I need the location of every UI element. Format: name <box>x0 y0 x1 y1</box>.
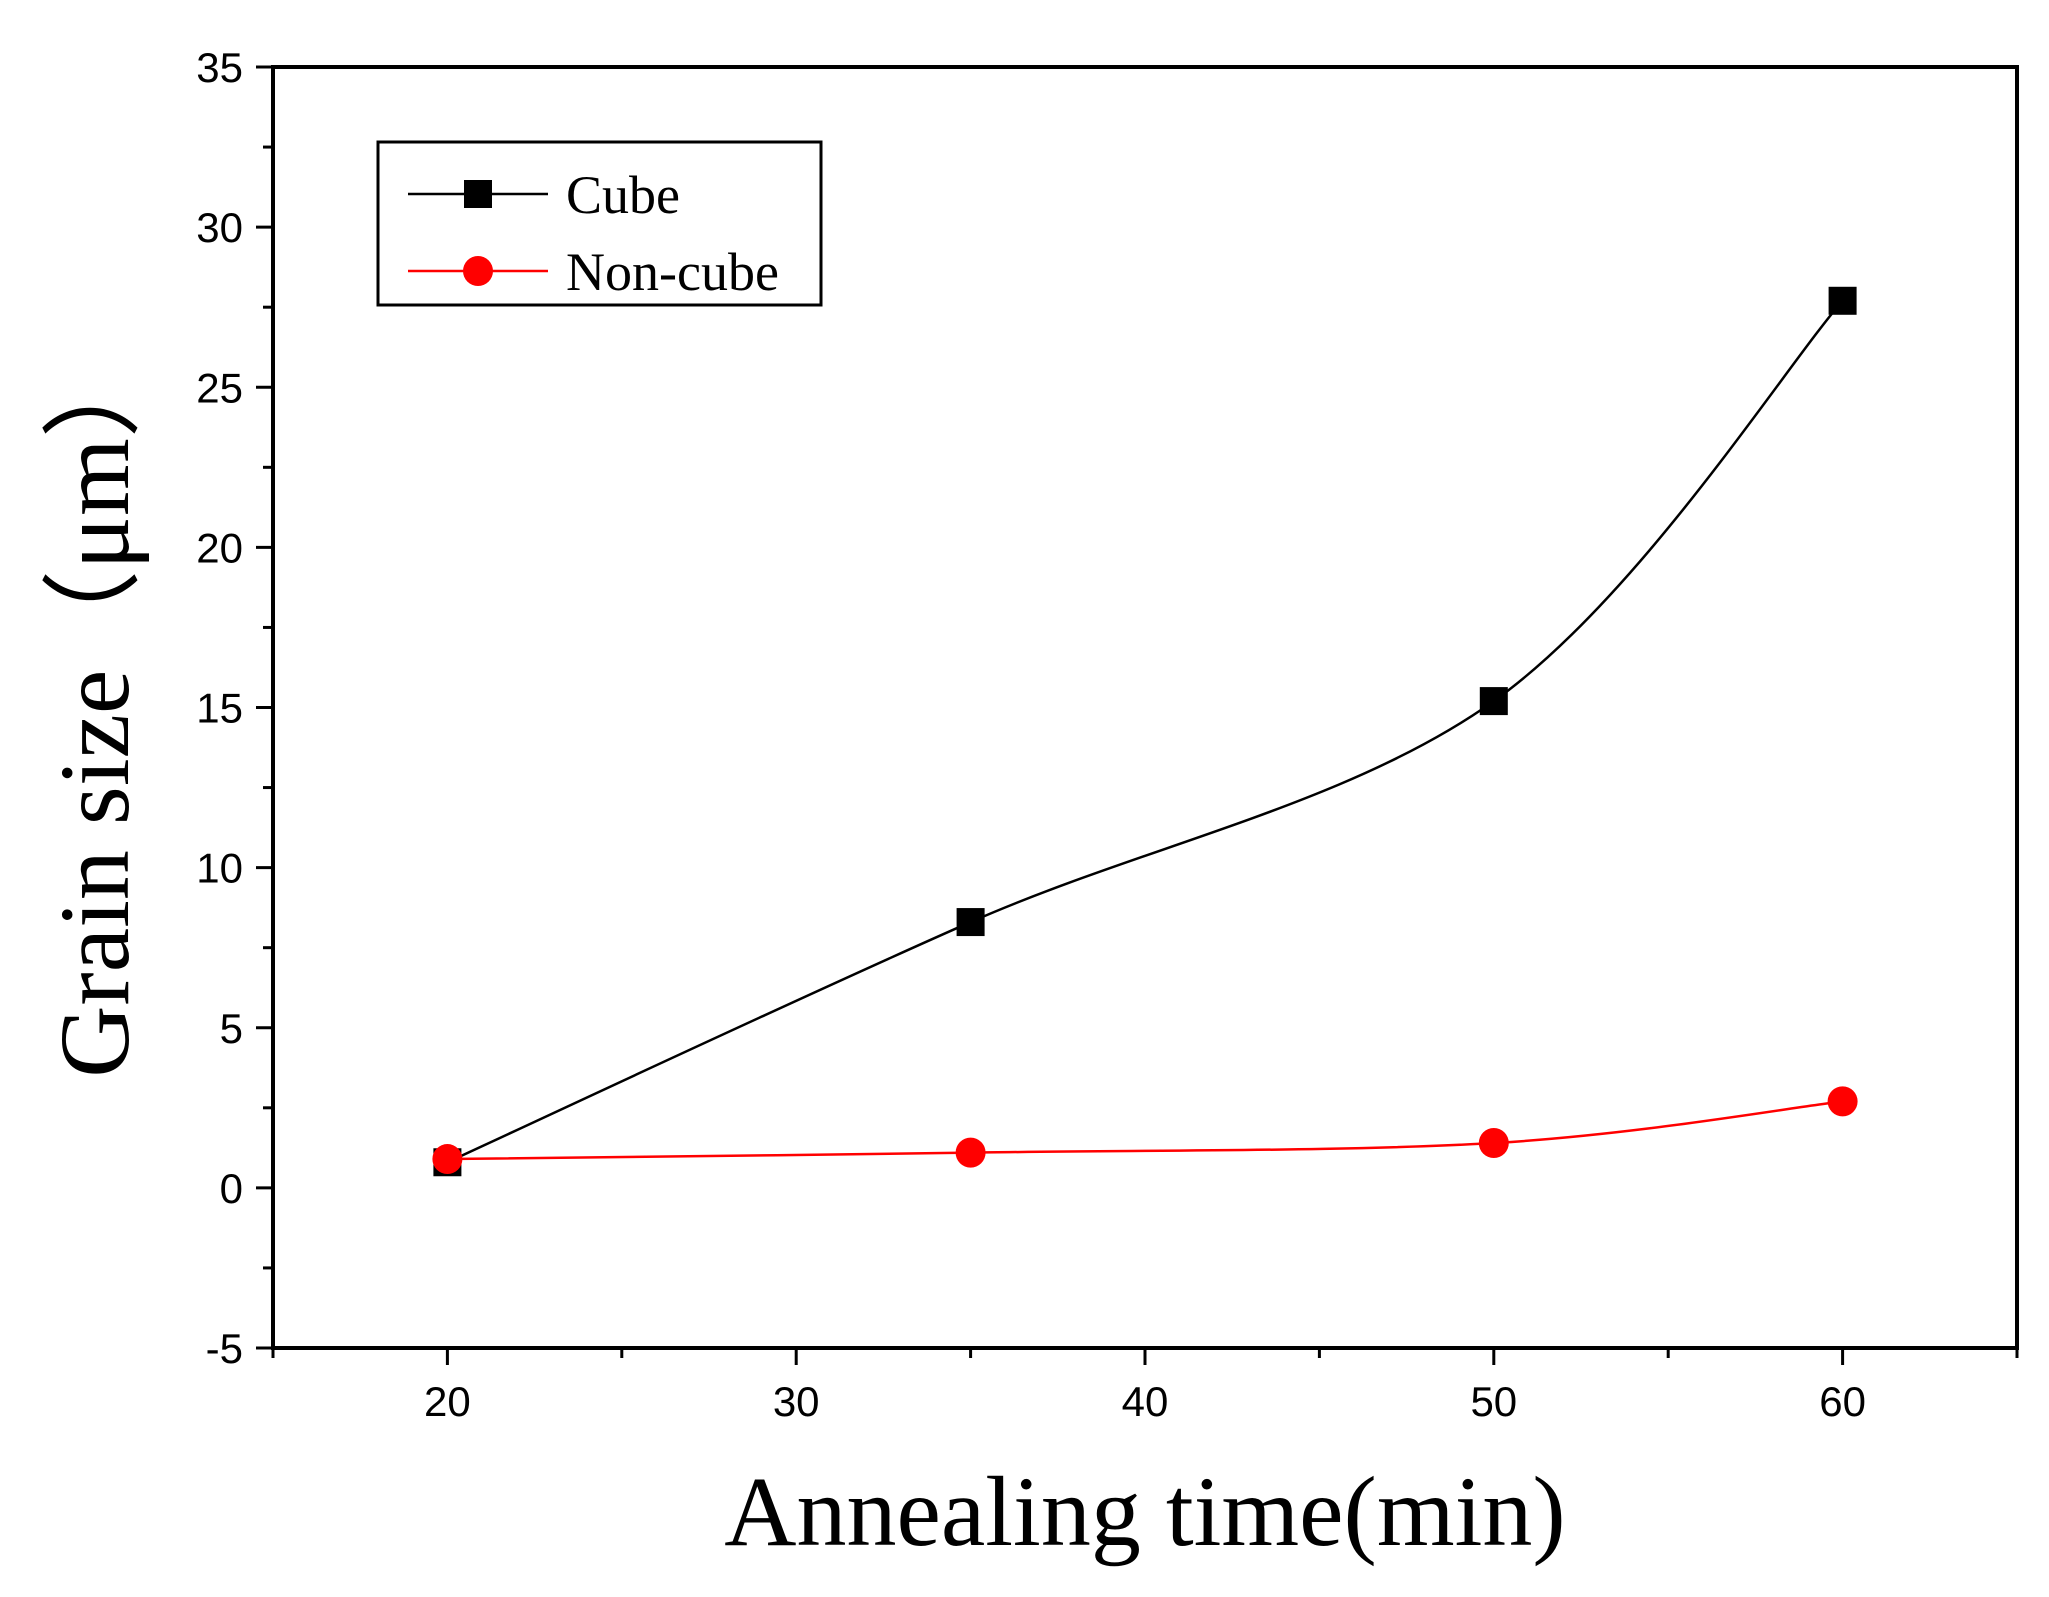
data-point-noncube <box>955 1137 986 1168</box>
data-point-noncube <box>1478 1128 1509 1159</box>
data-point-noncube <box>1827 1086 1858 1117</box>
legend-label-cube: Cube <box>566 165 680 225</box>
y-tick-label: 20 <box>196 524 243 571</box>
y-tick-label: 30 <box>196 204 243 251</box>
x-tick-label: 50 <box>1470 1378 1517 1425</box>
y-tick-label: -5 <box>206 1325 243 1372</box>
y-tick-label: 25 <box>196 364 243 411</box>
x-axis-title: Annealing time(min) <box>724 1456 1565 1567</box>
y-tick-label: 5 <box>220 1005 243 1052</box>
legend-marker-noncube <box>463 256 493 286</box>
y-tick-label: 0 <box>220 1165 243 1212</box>
x-tick-label: 30 <box>773 1378 820 1425</box>
x-axis-ticks: 20 30 40 50 60 <box>271 1348 2019 1425</box>
legend-label-noncube: Non-cube <box>566 242 779 302</box>
data-point-noncube <box>432 1144 463 1175</box>
x-tick-label: 40 <box>1122 1378 1169 1425</box>
x-tick-label: 20 <box>424 1378 471 1425</box>
series-line-noncube <box>447 1100 1843 1161</box>
y-tick-label: 15 <box>196 685 243 732</box>
legend-box <box>376 140 823 307</box>
y-axis-ticks: -5 0 5 10 15 20 25 30 35 <box>196 44 273 1372</box>
series-line-cube <box>446 299 1844 1164</box>
series-layer <box>432 286 1858 1177</box>
legend-marker-cube <box>464 180 492 208</box>
x-tick-label: 60 <box>1819 1378 1866 1425</box>
data-point-cube <box>956 908 985 937</box>
data-point-cube <box>1828 286 1857 315</box>
legend: Cube Non-cube <box>376 140 823 307</box>
y-tick-label: 35 <box>196 44 243 91</box>
y-tick-label: 10 <box>196 845 243 892</box>
data-point-cube <box>1479 687 1508 716</box>
y-axis-title: Grain size（μm） <box>39 338 150 1078</box>
